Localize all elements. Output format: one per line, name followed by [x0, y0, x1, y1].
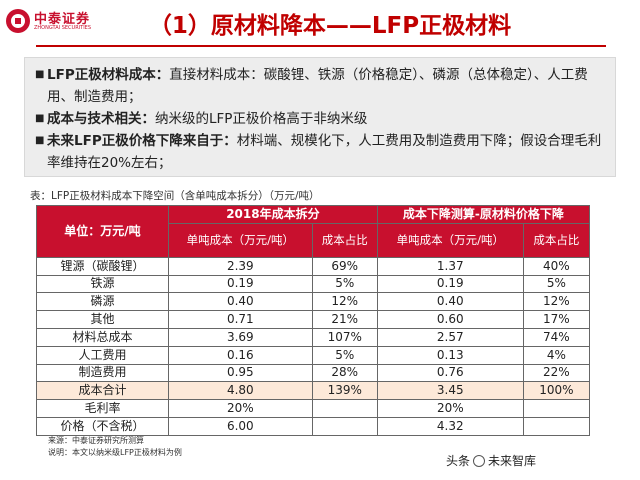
cost-rows: 锂源（碳酸锂） 2.39 69% 1.37 40% 铁源 0.19 5% 0.19 5% 磷源 0.4…	[36, 256, 591, 401]
page-title: （1）原材料降本——LFP正极材料	[148, 13, 512, 39]
bullet-text: 直接材料成本：碳酸锂、铁源（价格稳定）、磷源（总体稳定）、人工费用、制造费用；	[47, 67, 588, 105]
cell-value: 0.95	[168, 363, 313, 383]
source-notes: 来源：中泰证券研究所测算 说明：本文以纳米级LFP正极材料为例	[48, 435, 182, 459]
bullet-lead: 未来LFP正极价格下降来自于：	[47, 133, 237, 149]
watermark-name: 未来智库	[488, 454, 537, 468]
logo-english-name: ZHONGTAI SECURITIES	[34, 25, 92, 31]
cell-value: 20%	[376, 399, 524, 418]
bullet-text: 纳米级的LFP正极价格高于非纳米级	[155, 111, 368, 127]
cell-value: 40%	[522, 256, 591, 276]
watermark-prefix: 头条	[446, 454, 471, 468]
cell-value: 107%	[311, 327, 378, 347]
subheader-unit-cost: 单吨成本（万元/吨）	[376, 222, 524, 258]
cell-value: 1.37	[376, 256, 524, 276]
row-label: 价格（不含税）	[36, 416, 169, 436]
table-caption: 表：LFP正极材料成本下降空间（含单吨成本拆分）（万元/吨）	[30, 190, 320, 202]
cell-value: 0.71	[168, 310, 313, 329]
bullet-lead: LFP正极材料成本：	[47, 67, 170, 83]
cell-value: 5%	[522, 274, 591, 294]
cell-value: 6.00	[168, 416, 313, 436]
table-row: 其他 0.71 21% 0.60 17%	[36, 310, 591, 329]
cell-value: 0.16	[168, 345, 313, 365]
cell-value: 5%	[311, 345, 378, 365]
group-header-2018: 2018年成本拆分	[168, 205, 378, 224]
bullet-text: 材料端、规模化下，人工费用及制造费用下降；假设合理毛利率维持在20%左右；	[47, 133, 602, 171]
title-divider	[36, 45, 606, 47]
cell-value: 0.19	[168, 274, 313, 294]
table-row: 人工费用 0.16 5% 0.13 4%	[36, 345, 591, 365]
cell-value: 20%	[168, 399, 313, 418]
row-label: 其他	[36, 310, 169, 329]
logo-emblem-icon	[6, 9, 30, 33]
cell-value: 100%	[522, 381, 591, 401]
cell-value: 28%	[311, 363, 378, 383]
row-label: 铁源	[36, 274, 169, 294]
cell-value: 69%	[311, 256, 378, 276]
cell-value: 74%	[522, 327, 591, 347]
watermark: 头条 未来智库	[446, 452, 536, 469]
cell-value: 0.13	[376, 345, 524, 365]
table-row: 制造费用 0.95 28% 0.76 22%	[36, 363, 591, 383]
bullet-box: ■ LFP正极材料成本：直接材料成本：碳酸锂、铁源（价格稳定）、磷源（总体稳定）、…	[24, 57, 616, 177]
unit-header: 单位：万元/吨	[36, 205, 169, 258]
table-row: 锂源（碳酸锂） 2.39 69% 1.37 40%	[36, 256, 591, 276]
cell-value: 0.76	[376, 363, 524, 383]
cell-empty	[522, 416, 591, 436]
subheader-unit-cost: 单吨成本（万元/吨）	[168, 222, 313, 258]
row-label: 锂源（碳酸锂）	[36, 256, 169, 276]
subheader-cost-share: 成本占比	[311, 222, 378, 258]
source-line: 来源：中泰证券研究所测算	[48, 436, 144, 445]
wechat-icon	[473, 455, 486, 467]
cell-value: 17%	[522, 310, 591, 329]
cost-table: 单位：万元/吨 2018年成本拆分 成本下降测算-原材料价格下降 单吨成本（万元…	[36, 205, 591, 436]
bullet-item: ■ 未来LFP正极价格下降来自于：材料端、规模化下，人工费用及制造费用下降；假设合…	[35, 130, 605, 174]
cell-value: 0.40	[168, 292, 313, 312]
subheader-cost-share: 成本占比	[522, 222, 591, 258]
cell-value: 12%	[311, 292, 378, 312]
cell-value: 4.32	[376, 416, 524, 436]
group-header-forecast: 成本下降测算-原材料价格下降	[376, 205, 591, 224]
cell-empty	[522, 399, 591, 418]
bullet-square-icon: ■	[35, 113, 45, 124]
logo-name: 中泰证券	[34, 12, 91, 27]
row-label: 磷源	[36, 292, 169, 312]
row-label: 材料总成本	[36, 327, 169, 347]
row-label: 毛利率	[36, 399, 169, 418]
row-label: 人工费用	[36, 345, 169, 365]
cell-value: 0.60	[376, 310, 524, 329]
table-row-price: 价格（不含税） 6.00 4.32	[36, 416, 591, 436]
row-label: 成本合计	[36, 381, 169, 401]
cell-value: 0.40	[376, 292, 524, 312]
cell-value: 12%	[522, 292, 591, 312]
table-row: 磷源 0.40 12% 0.40 12%	[36, 292, 591, 312]
bullet-item: ■ LFP正极材料成本：直接材料成本：碳酸锂、铁源（价格稳定）、磷源（总体稳定）、…	[35, 64, 605, 108]
cell-value: 2.57	[376, 327, 524, 347]
bullet-square-icon: ■	[35, 69, 45, 80]
table-row: 材料总成本 3.69 107% 2.57 74%	[36, 327, 591, 347]
cell-value: 5%	[311, 274, 378, 294]
cell-value: 21%	[311, 310, 378, 329]
table-row: 成本合计 4.80 139% 3.45 100%	[36, 381, 591, 401]
bullet-item: ■ 成本与技术相关：纳米级的LFP正极价格高于非纳米级	[35, 108, 605, 130]
cell-value: 0.19	[376, 274, 524, 294]
cell-value: 3.45	[376, 381, 524, 401]
cell-value: 3.69	[168, 327, 313, 347]
cell-empty	[311, 399, 378, 418]
note-line: 说明：本文以纳米级LFP正极材料为例	[48, 448, 182, 457]
cell-value: 2.39	[168, 256, 313, 276]
cell-empty	[311, 416, 378, 436]
cell-value: 139%	[311, 381, 378, 401]
table-row-margin: 毛利率 20% 20%	[36, 399, 591, 418]
company-logo: 中泰证券 ZHONGTAI SECURITIES	[6, 8, 116, 38]
bullet-square-icon: ■	[35, 135, 45, 146]
cell-value: 4%	[522, 345, 591, 365]
cell-value: 22%	[522, 363, 591, 383]
cell-value: 4.80	[168, 381, 313, 401]
bullet-lead: 成本与技术相关：	[47, 111, 155, 127]
table-row: 铁源 0.19 5% 0.19 5%	[36, 274, 591, 294]
row-label: 制造费用	[36, 363, 169, 383]
